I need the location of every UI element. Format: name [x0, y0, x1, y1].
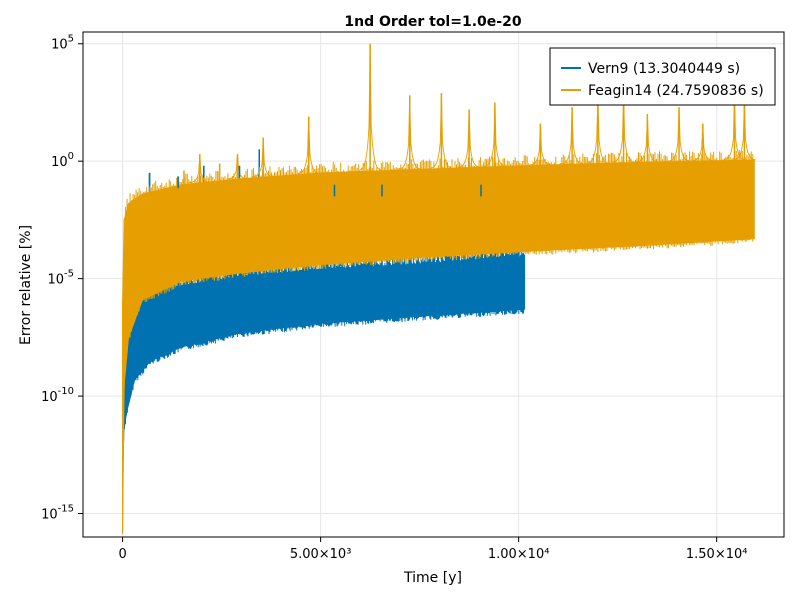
series-1 — [122, 43, 756, 535]
y-tick-label: 10-5 — [47, 269, 74, 288]
legend-box — [549, 47, 776, 106]
y-tick-label-base: 10 — [51, 38, 68, 53]
y-tick-label-exponent: 5 — [68, 34, 74, 45]
plot-area — [122, 43, 756, 535]
series-spike — [691, 123, 714, 162]
y-tick-label: 105 — [51, 34, 74, 53]
series-spike — [529, 123, 552, 166]
series-spike — [458, 109, 481, 168]
series-spike — [226, 154, 249, 180]
series-spike — [636, 114, 659, 163]
y-tick-label-exponent: -10 — [58, 386, 74, 397]
x-axis: 0 5.00×10³ 1.00×10⁴ 1.50×10⁴ — [118, 537, 747, 562]
y-tick-label: 10-10 — [41, 386, 74, 405]
legend-label-vern9: Vern9 (13.3040449 s) — [588, 61, 740, 77]
legend-label-feagin14: Feagin14 (24.7590836 s) — [588, 83, 764, 99]
y-tick-label-base: 10 — [41, 390, 58, 405]
series-spike — [188, 154, 211, 184]
legend: Vern9 (13.3040449 s) Feagin14 (24.759083… — [549, 47, 776, 106]
y-tick-label-exponent: -15 — [58, 504, 74, 515]
x-tick-label: 1.50×10⁴ — [686, 547, 748, 562]
series-spike — [398, 95, 421, 170]
plot-frame — [82, 31, 785, 538]
y-tick-label-exponent: 0 — [68, 151, 74, 162]
x-tick-label: 0 — [118, 547, 126, 562]
chart-title: 1nd Order tol=1.0e-20 — [344, 14, 521, 30]
series-spike — [358, 43, 382, 171]
y-tick-label-exponent: -5 — [64, 269, 74, 280]
y-tick-label-base: 10 — [47, 273, 64, 288]
series-oscillation — [122, 150, 754, 535]
y-tick-label-base: 10 — [51, 155, 68, 170]
y-axis-label: Error relative [%] — [18, 225, 34, 345]
x-axis-label: Time [y] — [403, 570, 462, 586]
x-tick-label: 5.00×10³ — [290, 547, 352, 562]
y-tick-label: 100 — [51, 151, 74, 170]
y-tick-label: 10-15 — [41, 504, 74, 523]
x-tick-label: 1.00×10⁴ — [488, 547, 550, 562]
y-tick-label-base: 10 — [41, 508, 58, 523]
